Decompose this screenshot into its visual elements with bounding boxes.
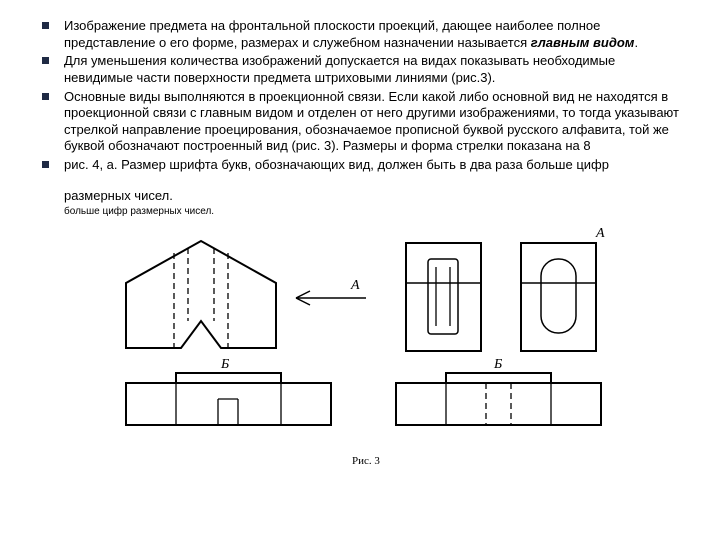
tiny-caption: больше цифр размерных чисел. <box>64 206 684 217</box>
figure: А А Б Б Рис. 3 <box>96 223 636 467</box>
bullet-list: Изображение предмета на фронтальной плос… <box>36 18 684 174</box>
trailing-text: размерных чисел. <box>64 188 684 205</box>
slide: Изображение предмета на фронтальной плос… <box>0 0 720 540</box>
bullet-item: рис. 4, а. Размер шрифта букв, обозначаю… <box>36 157 684 174</box>
bullet-text: Изображение предмета на фронтальной плос… <box>64 18 600 50</box>
bullet-item: Основные виды выполняются в проекционной… <box>36 89 684 156</box>
bullet-emph: главным видом <box>531 35 635 50</box>
projection-diagram: А А Б Б <box>96 223 636 453</box>
view-a <box>521 243 596 351</box>
bullet-text: рис. 4, а. Размер шрифта букв, обозначаю… <box>64 157 609 172</box>
bullet-item: Для уменьшения количества изображений до… <box>36 53 684 86</box>
bullet-item: Изображение предмета на фронтальной плос… <box>36 18 684 51</box>
bullet-text: Основные виды выполняются в проекционной… <box>64 89 679 154</box>
label-b-right: Б <box>493 357 502 372</box>
direction-arrow <box>296 291 366 305</box>
bullet-text: . <box>634 35 638 50</box>
view-front <box>126 241 276 348</box>
figure-caption: Рис. 3 <box>96 455 636 467</box>
label-b-left: Б <box>220 357 229 372</box>
view-b-right <box>396 373 601 425</box>
label-a-arrow: А <box>350 278 360 293</box>
bullet-text: Для уменьшения количества изображений до… <box>64 53 615 85</box>
view-b-left <box>126 373 331 425</box>
label-a-top: А <box>595 226 605 241</box>
view-side-1 <box>406 243 481 351</box>
